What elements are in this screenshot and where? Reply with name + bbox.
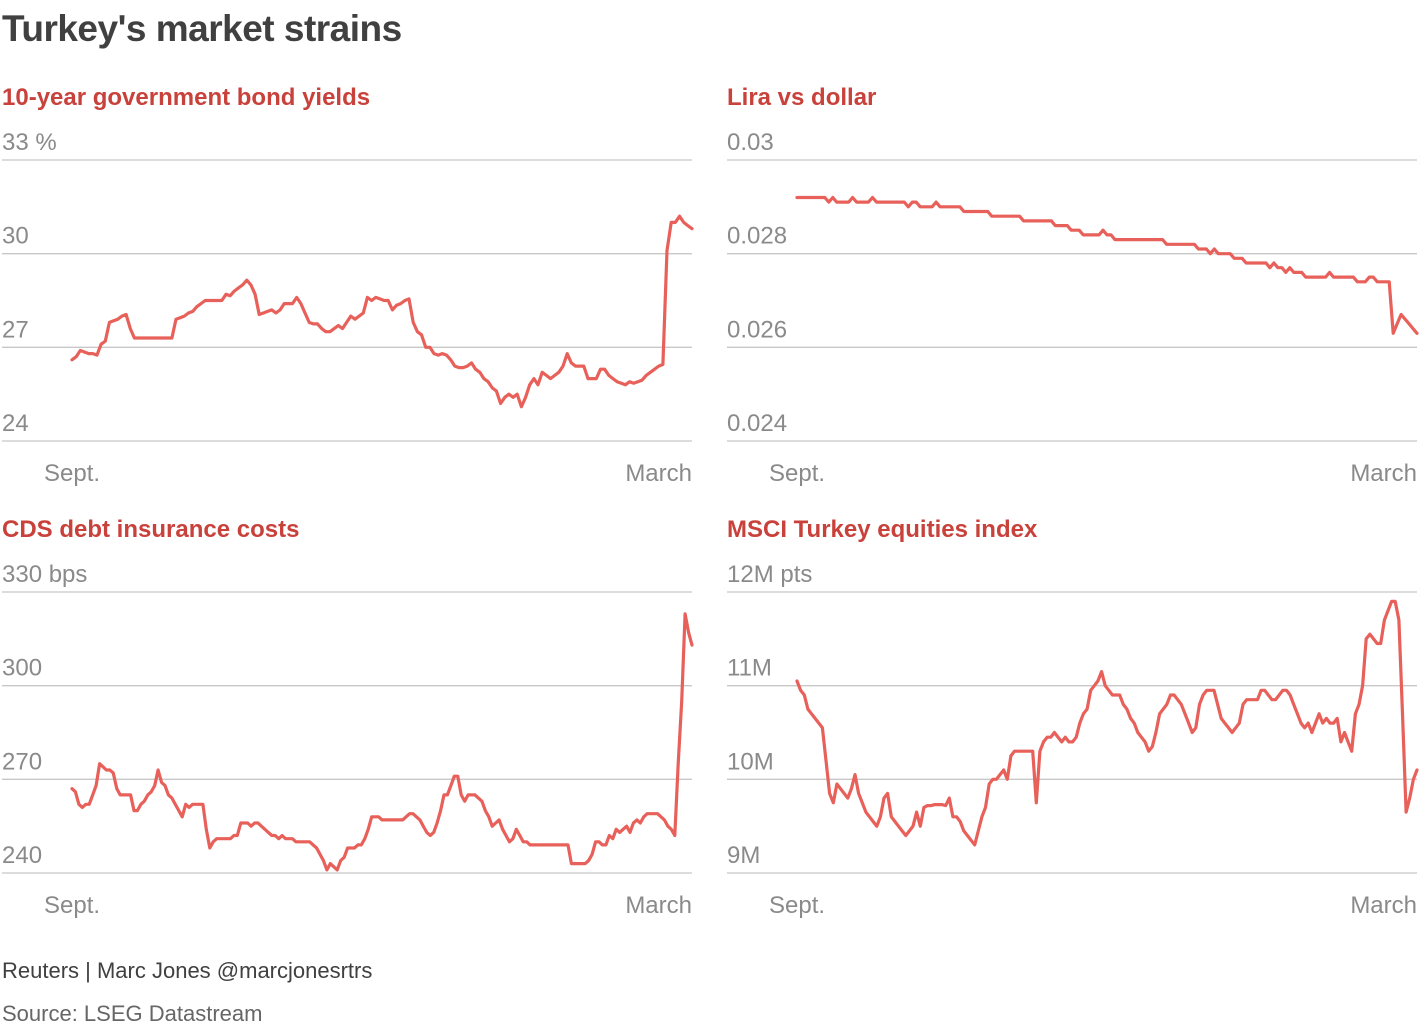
y-tick-label: 300 (2, 655, 42, 682)
chart-bond-yields: 24 27 30 33 % Sept. March (2, 129, 694, 487)
series-line (795, 599, 1419, 847)
chart-panel-cds: CDS debt insurance costs 240 270 300 330 bp… (2, 516, 694, 919)
x-tick-label: March (1350, 460, 1417, 487)
x-tick-label: March (1350, 892, 1417, 919)
chart-panel-lira: Lira vs dollar 0.024 0.026 0.028 0.03 Sept. M… (727, 84, 1419, 487)
y-tick-label: 33 % (2, 129, 57, 156)
chart-cds: 240 270 300 330 bps Sept. March (2, 561, 694, 919)
chart-msci: 9M 10M 11M 12M pts Sept. March (727, 561, 1419, 919)
chart-title: 10-year government bond yields (2, 84, 371, 111)
series-line (70, 612, 694, 872)
y-tick-label: 12M pts (727, 561, 812, 588)
series-line (70, 214, 694, 409)
x-tick-label: Sept. (44, 892, 100, 919)
y-tick-label: 10M (727, 748, 774, 775)
x-tick-label: March (625, 460, 692, 487)
y-tick-label: 270 (2, 748, 42, 775)
page-title: Turkey's market strains (2, 8, 402, 49)
y-tick-label: 330 bps (2, 561, 87, 588)
x-tick-label: Sept. (769, 892, 825, 919)
source-line: Source: LSEG Datastream (2, 1001, 263, 1026)
credit-line: Reuters | Marc Jones @marcjonesrtrs (2, 958, 373, 983)
x-tick-label: Sept. (769, 460, 825, 487)
series-line (795, 195, 1419, 335)
y-tick-label: 24 (2, 410, 29, 437)
chart-title: MSCI Turkey equities index (727, 516, 1038, 543)
y-tick-label: 11M (727, 655, 772, 682)
x-tick-label: March (625, 892, 692, 919)
chart-title: CDS debt insurance costs (2, 516, 300, 543)
chart-lira: 0.024 0.026 0.028 0.03 Sept. March (727, 129, 1419, 487)
x-tick-label: Sept. (44, 460, 100, 487)
y-tick-label: 0.03 (727, 129, 774, 156)
y-tick-label: 9M (727, 842, 760, 869)
chart-panel-bond-yields: 10-year government bond yields 24 27 30 33 … (2, 84, 694, 487)
y-tick-label: 0.026 (727, 316, 787, 343)
y-tick-label: 27 (2, 316, 29, 343)
chart-panel-msci: MSCI Turkey equities index 9M 10M 11M 12M p… (727, 516, 1419, 919)
y-tick-label: 30 (2, 223, 29, 250)
chart-title: Lira vs dollar (727, 84, 877, 111)
y-tick-label: 0.028 (727, 223, 787, 250)
y-tick-label: 0.024 (727, 410, 787, 437)
y-tick-label: 240 (2, 842, 42, 869)
